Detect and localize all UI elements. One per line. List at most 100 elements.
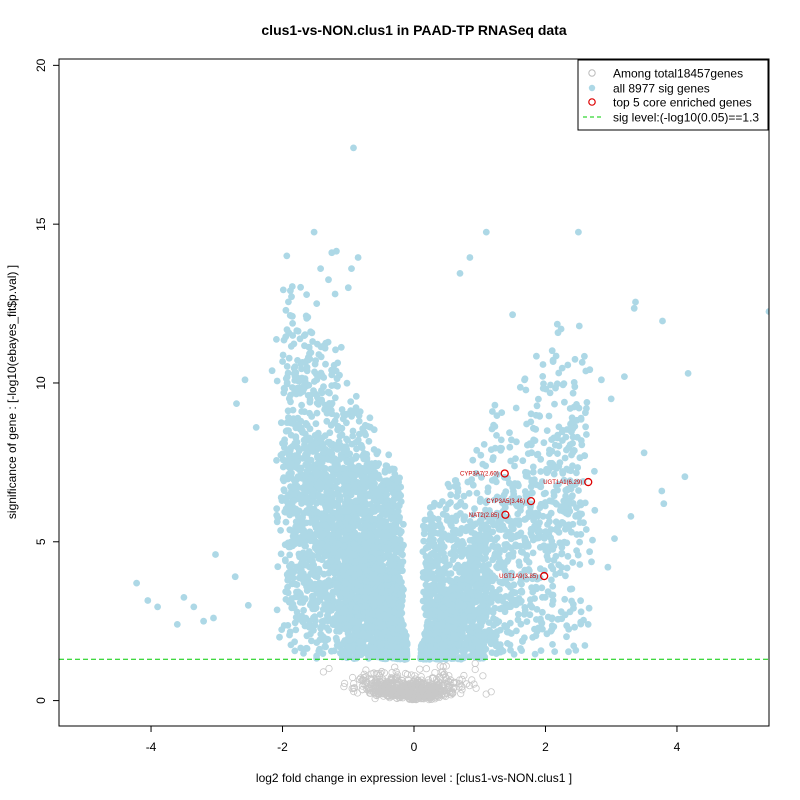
gene-point-sig [300,574,307,581]
gene-point-sig [334,359,342,367]
gene-point-sig [521,536,529,544]
gene-point-sig [544,521,551,528]
gene-point-sig [539,373,547,380]
gene-point-sig [549,463,557,471]
gene-point-sig [548,347,556,355]
gene-point-sig [301,375,309,383]
gene-point-sig [292,433,300,441]
gene-point-sig [436,501,444,509]
gene-point-nonsig [397,691,406,700]
gene-point-sig [562,572,569,580]
gene-point-sig [296,537,304,545]
gene-point-sig [506,429,513,437]
gene-point-sig [297,591,304,598]
gene-point-sig [384,502,392,510]
gene-point-sig [473,446,481,454]
gene-point-sig [539,361,547,368]
gene-point-sig [279,286,287,294]
gene-point-sig [287,473,295,481]
gene-point-sig [273,457,280,464]
gene-point-sig [571,355,579,363]
gene-point-sig [513,627,520,635]
gene-point-nonsig [418,685,427,693]
gene-point-sig [311,621,319,629]
gene-point-sig [278,626,286,633]
gene-point-sig [288,580,296,588]
gene-point-sig [307,436,314,443]
gene-point-sig [431,499,438,507]
gene-point-sig [283,252,291,260]
gene-point-sig [559,381,567,389]
gene-point-sig [491,444,499,452]
gene-point-sig [328,557,336,565]
gene-point-sig [318,623,325,631]
gene-point-sig [427,589,434,597]
gene-point-sig [499,647,507,655]
gene-point-sig [305,529,313,536]
gene-point-sig [591,506,599,514]
gene-point-sig [343,435,350,443]
gene-point-sig [431,600,439,608]
gene-point-nonsig [442,662,450,670]
gene-point-sig [517,575,525,583]
gene-point-sig [284,369,292,377]
gene-point-sig [473,489,481,497]
gene-point-sig [390,465,398,473]
gene-point-sig [547,381,554,389]
gene-point-sig [364,423,372,430]
gene-point-sig [582,423,589,431]
gene-point-sig [307,481,314,489]
gene-point-sig [289,528,297,536]
gene-point-nonsig [449,684,457,693]
gene-point-nonsig [366,686,374,694]
gene-point-sig [332,466,340,473]
gene-point-sig [528,532,536,540]
gene-point-sig [375,491,383,499]
gene-point-sig [577,608,585,616]
gene-point-nonsig [401,669,410,678]
gene-point-sig [456,530,464,537]
gene-point-sig [489,575,497,583]
gene-point-sig [316,522,323,530]
gene-point-sig [333,557,341,565]
gene-point-nonsig [472,684,480,692]
gene-point-sig [497,510,505,517]
gene-point-sig [568,414,576,422]
gene-point-sig [551,441,559,449]
gene-point-nonsig [382,687,390,695]
gene-point-sig [321,588,329,596]
gene-point-sig [539,385,547,392]
gene-point-sig [268,367,276,375]
gene-point-sig [444,480,452,488]
gene-point-sig [355,430,363,438]
gene-point-sig [419,548,427,555]
gene-point-sig [563,633,570,641]
gene-point-sig [510,651,518,658]
gene-point-sig [496,586,503,593]
gene-point-sig [330,524,338,531]
gene-point-nonsig [384,689,392,698]
gene-point-nonsig [447,691,455,699]
gene-point-nonsig [406,688,414,696]
gene-point-sig [282,375,290,382]
gene-point-sig [333,637,341,644]
gene-point-sig [378,486,386,494]
gene-point-sig [308,329,316,337]
gene-point-sig [539,512,547,520]
gene-point-sig [558,544,566,551]
gene-point-sig [316,591,324,599]
gene-point-sig [549,358,557,365]
gene-point-sig [297,464,305,472]
gene-point-sig [289,406,297,414]
gene-point-sig [389,498,397,506]
gene-point-sig [356,408,364,415]
gene-point-sig [491,496,499,504]
gene-point-sig [577,531,585,538]
gene-point-sig [286,551,294,559]
gene-point-sig [555,369,563,377]
gene-point-sig [299,455,307,462]
gene-point-sig [542,489,549,497]
gene-point-sig [531,650,539,658]
gene-point-nonsig [390,690,398,698]
gene-point-sig [308,441,315,448]
